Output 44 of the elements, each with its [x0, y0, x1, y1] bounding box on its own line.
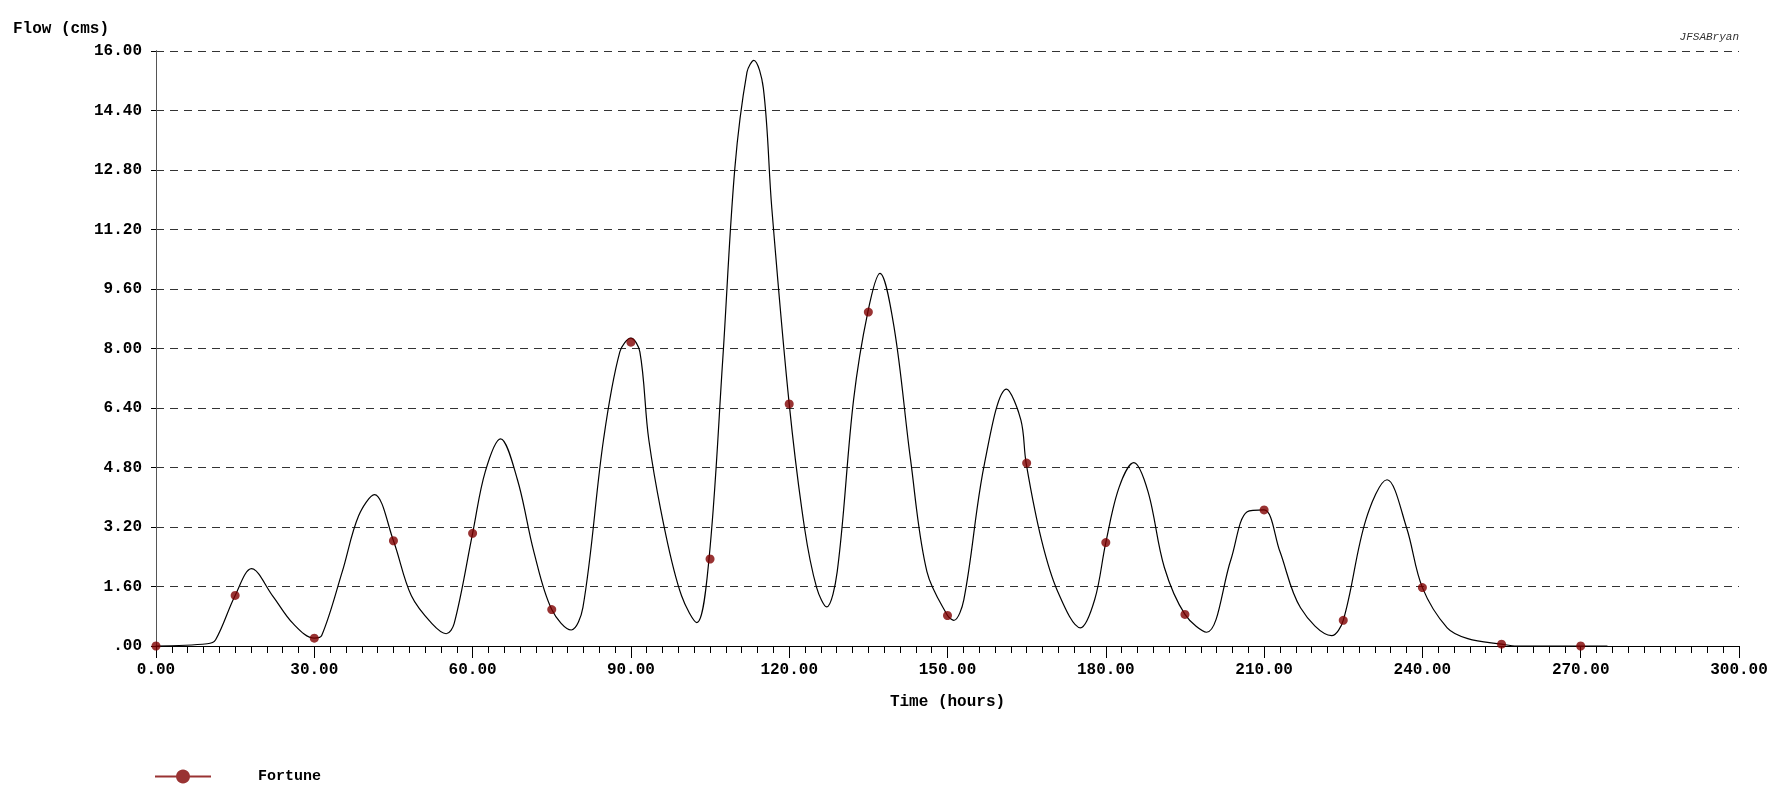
point: [943, 611, 952, 620]
y-tick-label: 16.00: [93, 42, 142, 60]
point: [1101, 538, 1111, 548]
point: [863, 307, 873, 317]
point: [1576, 641, 1586, 651]
y-tick-label: 12.80: [93, 161, 142, 179]
x-tick-label: 210.00: [1235, 661, 1293, 679]
y-tick-label: 4.80: [103, 458, 142, 477]
x-tick-label: 90.00: [606, 661, 655, 679]
point: [1259, 505, 1269, 515]
x-tick-label: 240.00: [1393, 661, 1452, 679]
y-tick-label: 8.00: [103, 339, 142, 358]
x-tick-label: 60.00: [448, 661, 497, 679]
x-tick-label: 300.00: [1710, 661, 1768, 679]
y-axis-title: Flow (cms): [13, 20, 110, 38]
x-tick-label: 30.00: [290, 661, 339, 679]
point: [1022, 458, 1032, 468]
y-tick-label: 3.20: [103, 518, 142, 536]
point: [784, 399, 794, 409]
point: [230, 590, 240, 600]
y-tick-label: .00: [113, 637, 142, 655]
y-tick-label: 11.20: [93, 220, 142, 239]
x-tick-label: 270.00: [1551, 661, 1610, 679]
point: [309, 633, 319, 643]
point: [388, 536, 398, 546]
x-axis-title: Time (hours): [889, 693, 1006, 711]
point: [1497, 639, 1507, 649]
point: [1338, 615, 1348, 625]
x-tick-label: 150.00: [918, 661, 977, 679]
y-tick-label: 1.60: [103, 577, 142, 596]
point: [1417, 583, 1427, 593]
x-tick-label: 180.00: [1077, 661, 1135, 679]
point: [626, 337, 636, 347]
x-tick-label: 120.00: [760, 661, 818, 679]
point: [1180, 609, 1190, 619]
y-tick-label: 9.60: [103, 280, 142, 298]
y-tick-label: 6.40: [103, 399, 142, 417]
text: Fortune: [258, 768, 322, 785]
text: JFSABryan: [1679, 30, 1740, 43]
x-tick-label: 0.00: [136, 661, 176, 679]
y-tick-label: 14.40: [93, 101, 142, 120]
point: [705, 554, 715, 564]
point: [468, 528, 478, 538]
point: [547, 605, 557, 615]
